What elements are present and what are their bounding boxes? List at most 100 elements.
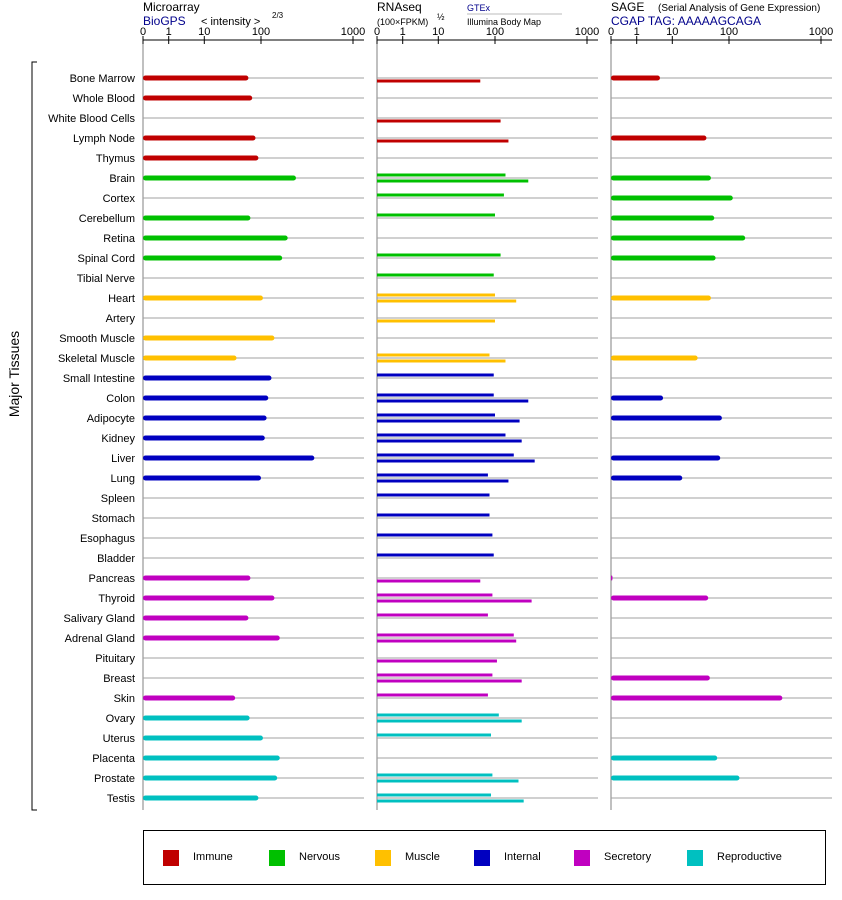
gtex-bar <box>377 633 514 637</box>
microarray-bar <box>143 415 267 421</box>
gtex-bar <box>377 713 499 717</box>
sage-bar <box>611 75 660 81</box>
microarray-bar <box>143 755 280 761</box>
microarray-bar <box>143 215 251 221</box>
ibm-bar <box>377 459 535 463</box>
gtex-bar <box>377 793 491 797</box>
legend: Immune Nervous Muscle Internal Secretory Repr… <box>143 830 826 885</box>
tissue-label: Lung <box>111 473 135 485</box>
panel3-unit: (Serial Analysis of Gene Expression) <box>658 3 820 14</box>
tissue-label: Cerebellum <box>79 213 135 225</box>
microarray-bar <box>143 255 283 261</box>
gtex-bar <box>377 433 506 437</box>
legend-swatch <box>375 850 391 866</box>
legend-swatch <box>687 850 703 866</box>
gtex-bar <box>377 413 495 417</box>
legend-label: Nervous <box>299 851 340 863</box>
tissue-label: Ovary <box>106 713 136 725</box>
tissue-label: Stomach <box>92 513 135 525</box>
tissue-label: Bone Marrow <box>70 73 135 85</box>
gtex-bar <box>377 493 490 497</box>
sage-bar <box>611 675 710 681</box>
tissue-label: Small Intestine <box>63 373 135 385</box>
sage-bar <box>611 195 733 201</box>
microarray-bar <box>143 355 237 361</box>
gtex-bar <box>377 273 494 277</box>
sage-bar <box>611 395 664 401</box>
ibm-bar <box>377 79 481 83</box>
panel1-tick-label: 0 <box>140 26 146 38</box>
gtex-bar <box>377 533 493 537</box>
panel1-tick-label: 1000 <box>341 26 365 38</box>
panel2-title: RNAseq <box>377 0 422 14</box>
panel2-source-gtex: GTEx <box>467 3 491 13</box>
microarray-bar <box>143 595 275 601</box>
microarray-bar <box>143 795 259 801</box>
panel1-tick-label: 1 <box>166 26 172 38</box>
legend-swatch <box>574 850 590 866</box>
gtex-bar <box>377 293 495 297</box>
panel3-tick-label: 1000 <box>809 26 833 38</box>
tissue-label: Whole Blood <box>73 93 135 105</box>
tissue-label: Salivary Gland <box>63 613 135 625</box>
tissue-label: Pituitary <box>95 653 135 665</box>
microarray-bar <box>143 455 315 461</box>
legend-label: Internal <box>504 851 541 863</box>
tissue-label: Retina <box>103 233 136 245</box>
tissue-label: White Blood Cells <box>48 113 135 125</box>
ibm-bar <box>377 179 529 183</box>
ibm-bar <box>377 659 497 663</box>
panel3-tick-label: 1 <box>634 26 640 38</box>
sage-bar <box>611 595 709 601</box>
sage-bar <box>611 475 683 481</box>
panel2-tick-label: 0 <box>374 26 380 38</box>
microarray-bar <box>143 295 263 301</box>
microarray-bar <box>143 475 261 481</box>
ibm-bar <box>377 119 501 123</box>
tissue-label: Breast <box>103 673 135 685</box>
sage-bar <box>611 235 746 241</box>
panel1-subtitle: BioGPS <box>143 14 186 28</box>
microarray-bar <box>143 635 280 641</box>
sage-bar <box>611 135 707 141</box>
legend-label: Secretory <box>604 851 652 863</box>
sage-bar <box>611 355 698 361</box>
ibm-bar <box>377 599 532 603</box>
tissue-label: Heart <box>108 293 135 305</box>
microarray-bar <box>143 235 288 241</box>
tissue-label: Prostate <box>94 773 135 785</box>
legend-swatch <box>269 850 285 866</box>
sage-bar <box>611 575 613 581</box>
ibm-bar <box>377 639 517 643</box>
microarray-bar <box>143 615 249 621</box>
ibm-bar <box>377 299 517 303</box>
tissue-label: Skeletal Muscle <box>58 353 135 365</box>
microarray-bar <box>143 175 296 181</box>
legend-swatch <box>163 850 179 866</box>
panel3-tick-label: 10 <box>666 26 678 38</box>
sage-bar <box>611 415 722 421</box>
microarray-bar <box>143 775 278 781</box>
ibm-bar <box>377 439 522 443</box>
microarray-bar <box>143 395 269 401</box>
tissue-label: Placenta <box>92 753 136 765</box>
tissue-label: Lymph Node <box>73 133 135 145</box>
tissue-label: Adipocyte <box>87 413 135 425</box>
panel2-source-ibm: Illumina Body Map <box>467 17 541 27</box>
tissue-label: Smooth Muscle <box>59 333 135 345</box>
sage-bar <box>611 255 716 261</box>
tissue-label: Thyroid <box>98 593 135 605</box>
sage-bar <box>611 215 715 221</box>
gtex-bar <box>377 673 493 677</box>
panel2-subtitle: (100×FPKM) <box>377 17 428 27</box>
tissue-label: Liver <box>111 453 135 465</box>
ibm-bar <box>377 319 495 323</box>
panel2-tick-label: 100 <box>486 26 504 38</box>
y-axis-bracket <box>31 61 37 811</box>
ibm-bar <box>377 579 481 583</box>
sage-bar <box>611 175 711 181</box>
ibm-bar <box>377 719 522 723</box>
gtex-bar <box>377 173 506 177</box>
gtex-bar <box>377 373 494 377</box>
tissue-label: Cortex <box>103 193 136 205</box>
